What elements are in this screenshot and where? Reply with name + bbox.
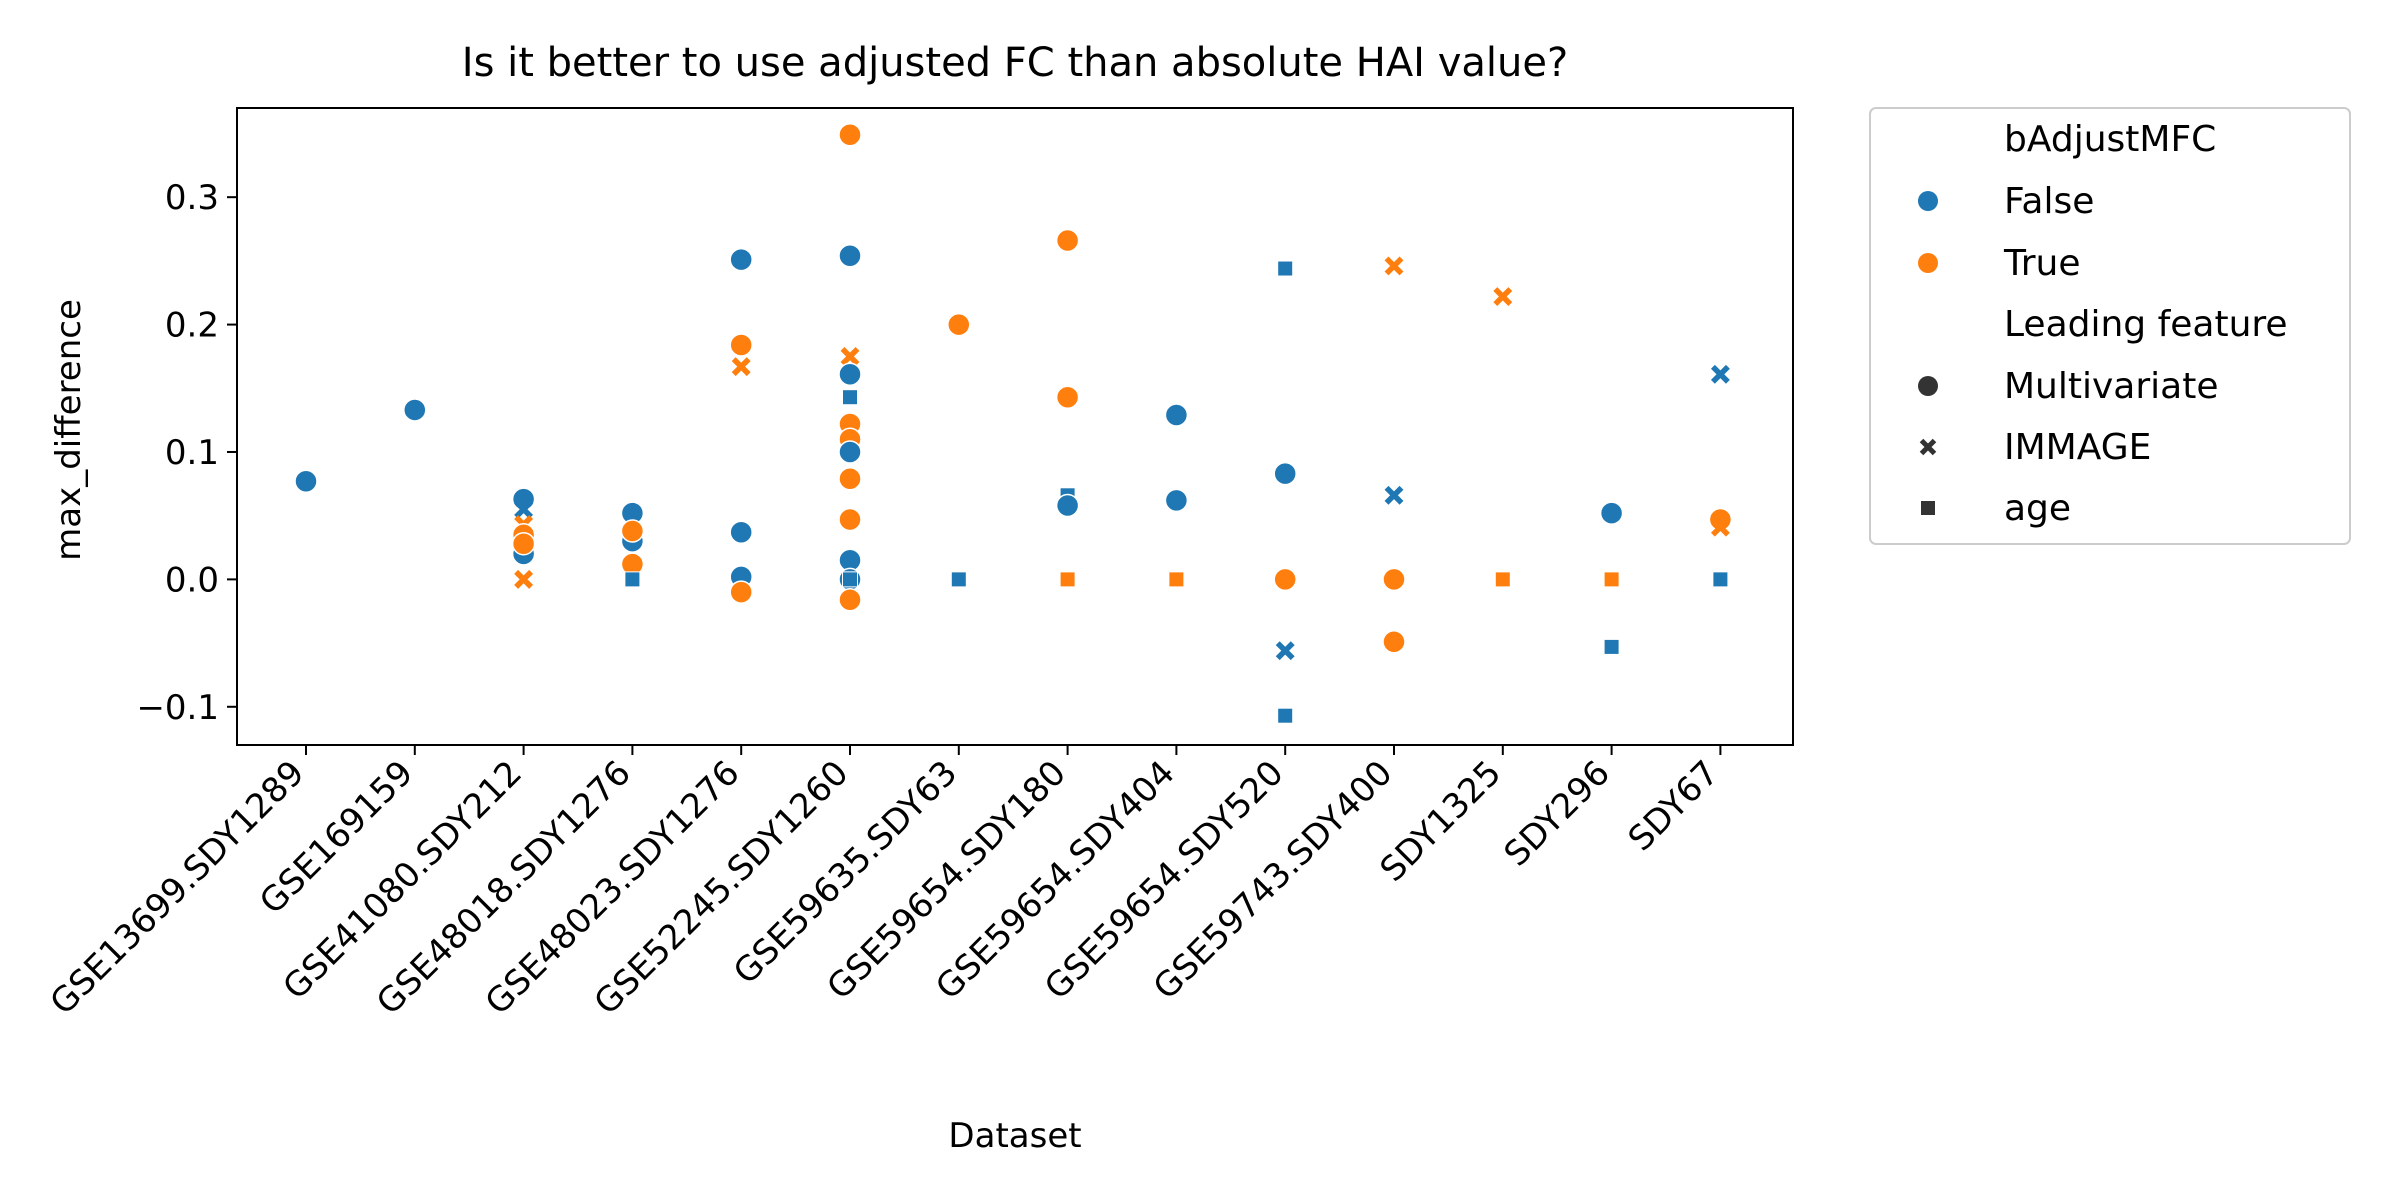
y-tick-label: 0.0 <box>165 560 219 600</box>
data-point-square <box>842 389 858 406</box>
y-axis-label: max_difference <box>49 299 89 561</box>
data-point-x <box>1384 485 1404 505</box>
data-point-circle <box>838 466 862 491</box>
data-point-x <box>1384 256 1404 276</box>
legend-label-age: age <box>2004 488 2071 529</box>
data-point-circle <box>1599 501 1624 525</box>
y-axis-ticks: −0.1 0.0 0.1 0.2 0.3 <box>136 178 237 728</box>
chart-title: Is it better to use adjusted FC than abs… <box>462 40 1568 86</box>
data-point-square <box>1277 260 1294 277</box>
legend-label-multivariate: Multivariate <box>2004 366 2219 407</box>
plot-frame <box>236 107 1794 746</box>
data-point-circle <box>838 244 862 268</box>
data-point-circle <box>729 580 753 604</box>
data-point-x <box>514 499 534 519</box>
legend-label-immage: IMMAGE <box>2004 427 2151 468</box>
legend-label-false: False <box>2004 181 2094 222</box>
data-point-square <box>1168 571 1185 588</box>
data-point-x <box>731 357 751 377</box>
data-point-x <box>1493 287 1513 306</box>
data-point-square <box>1712 571 1729 588</box>
data-point-x <box>514 569 534 589</box>
legend-marker-true <box>1918 253 1938 273</box>
legend-label-true: True <box>2003 243 2080 284</box>
x-tick-label: SDY67 <box>1621 753 1727 859</box>
data-point-circle <box>620 519 645 543</box>
legend-hue-title: bAdjustMFC <box>2004 119 2216 160</box>
data-point-circle <box>403 398 427 422</box>
data-point-circle <box>838 507 862 532</box>
data-point-square <box>1603 571 1620 588</box>
legend: bAdjustMFC False True Leading feature Mu… <box>1869 107 2351 545</box>
data-point-circle <box>729 247 753 272</box>
legend-marker-false <box>1918 191 1938 211</box>
data-point-x <box>1710 517 1730 537</box>
data-point-square <box>1277 707 1294 724</box>
x-tick-label: SDY296 <box>1497 753 1618 874</box>
data-point-circle <box>838 123 862 147</box>
legend-marker-age <box>1921 501 1935 515</box>
data-point-circle <box>1273 567 1297 592</box>
legend-style-title: Leading feature <box>2004 304 2288 345</box>
data-point-circle <box>838 362 862 387</box>
data-point-circle <box>511 531 536 556</box>
data-point-circle <box>1164 488 1189 513</box>
y-tick-label: 0.2 <box>165 306 219 346</box>
data-point-circle <box>1164 403 1189 427</box>
data-point-circle <box>1382 567 1406 592</box>
data-point-circle <box>1382 630 1406 654</box>
data-point-x <box>1275 641 1295 661</box>
data-point-square <box>1494 571 1511 588</box>
y-tick-label: 0.1 <box>165 433 219 473</box>
legend-marker-multivariate <box>1918 376 1938 396</box>
x-tick-label: SDY1325 <box>1373 753 1510 890</box>
data-point-circle <box>1055 493 1080 518</box>
data-points <box>294 123 1733 724</box>
y-tick-label: −0.1 <box>136 688 219 728</box>
data-point-circle <box>838 440 862 464</box>
data-point-circle <box>947 312 971 337</box>
legend-marker-immage <box>1919 438 1937 456</box>
y-tick-label: 0.3 <box>165 178 219 218</box>
data-point-circle <box>1055 385 1080 409</box>
data-point-circle <box>729 333 753 357</box>
data-point-circle <box>838 588 862 612</box>
data-point-square <box>842 571 858 588</box>
legend-frame <box>1869 107 2351 545</box>
data-point-circle <box>729 520 753 544</box>
x-axis-label: Dataset <box>948 1116 1081 1156</box>
data-point-circle <box>294 469 318 494</box>
data-point-x <box>1710 364 1730 384</box>
data-point-square <box>1059 571 1076 588</box>
data-point-square <box>624 571 641 588</box>
data-point-square <box>1603 638 1620 655</box>
data-point-circle <box>1273 461 1297 486</box>
data-point-circle <box>1055 228 1080 253</box>
data-point-x <box>840 346 860 366</box>
data-point-square <box>950 571 967 588</box>
x-axis-ticks: GSE13699.SDY1289GSE169159GSE41080.SDY212… <box>43 745 1727 1023</box>
